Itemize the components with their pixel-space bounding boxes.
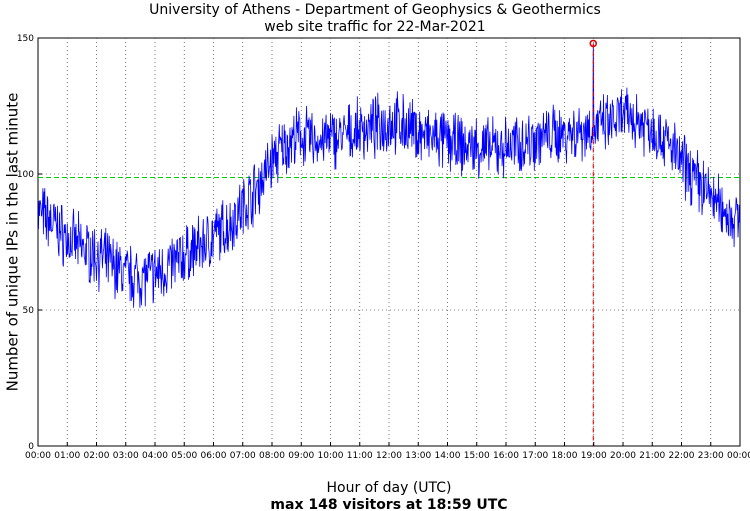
x-tick-label: 23:00 bbox=[698, 451, 724, 461]
x-tick-label: 20:00 bbox=[610, 451, 636, 461]
x-tick-label: 13:00 bbox=[405, 451, 431, 461]
max-visitors-note: max 148 visitors at 18:59 UTC bbox=[270, 497, 507, 511]
x-axis-label: Hour of day (UTC) bbox=[327, 480, 452, 496]
x-tick-label: 12:00 bbox=[376, 451, 402, 461]
x-tick-label: 17:00 bbox=[522, 451, 548, 461]
y-tick-label: 100 bbox=[17, 170, 34, 180]
x-tick-label: 15:00 bbox=[464, 451, 490, 461]
x-tick-label: 03:00 bbox=[113, 451, 139, 461]
x-tick-label: 01:00 bbox=[54, 451, 80, 461]
y-tick-label: 150 bbox=[17, 34, 34, 44]
x-tick-label: 00:00 bbox=[727, 451, 750, 461]
y-ticks: 0 50 100 150 bbox=[17, 34, 42, 452]
x-tick-label: 11:00 bbox=[347, 451, 373, 461]
x-ticks: 00:00 01:00 02:00 03:00 04:00 05:00 06:00 07:00… bbox=[25, 442, 750, 461]
x-tick-label: 09:00 bbox=[288, 451, 314, 461]
max-marker-group bbox=[589, 39, 598, 446]
series-group bbox=[37, 43, 740, 308]
x-tick-label: 08:00 bbox=[259, 451, 285, 461]
grid bbox=[38, 38, 740, 446]
y-axis-label: Number of unique IPs in the last minute bbox=[4, 93, 22, 392]
x-tick-label: 22:00 bbox=[669, 451, 695, 461]
chart-title: University of Athens - Department of Geo… bbox=[149, 2, 601, 18]
x-tick-label: 21:00 bbox=[639, 451, 665, 461]
x-tick-label: 10:00 bbox=[318, 451, 344, 461]
x-tick-label: 18:00 bbox=[552, 451, 578, 461]
x-tick-label: 06:00 bbox=[201, 451, 227, 461]
x-tick-label: 04:00 bbox=[142, 451, 168, 461]
x-tick-label: 19:00 bbox=[581, 451, 607, 461]
x-tick-label: 16:00 bbox=[493, 451, 519, 461]
x-tick-label: 07:00 bbox=[230, 451, 256, 461]
x-tick-label: 14:00 bbox=[435, 451, 461, 461]
x-tick-label: 02:00 bbox=[84, 451, 110, 461]
x-tick-label: 00:00 bbox=[25, 451, 51, 461]
y-tick-label: 50 bbox=[23, 306, 35, 316]
x-tick-label: 05:00 bbox=[171, 451, 197, 461]
y-tick-label: 0 bbox=[28, 442, 34, 452]
traffic-series-line bbox=[37, 43, 740, 308]
max-point-marker bbox=[589, 39, 598, 48]
chart-subtitle: web site traffic for 22-Mar-2021 bbox=[264, 19, 485, 35]
